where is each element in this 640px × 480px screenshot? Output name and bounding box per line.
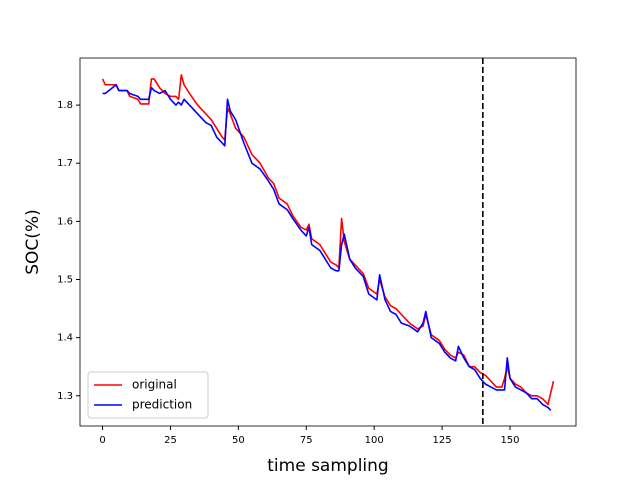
- legend-label: original: [132, 378, 177, 392]
- x-tick-label: 0: [99, 435, 105, 446]
- legend-box: [87, 371, 209, 419]
- x-tick-label: 75: [300, 435, 313, 446]
- x-tick-label: 25: [164, 435, 177, 446]
- y-tick-label: 1.7: [57, 158, 73, 169]
- y-tick-label: 1.4: [57, 333, 73, 344]
- y-tick-label: 1.8: [57, 100, 73, 111]
- y-tick-label: 1.5: [57, 274, 73, 285]
- x-tick-label: 100: [365, 435, 384, 446]
- legend-label: prediction: [132, 398, 192, 412]
- data-line: [101, 74, 555, 406]
- y-tick-label: 1.6: [57, 216, 73, 227]
- y-tick-label: 1.3: [57, 391, 73, 402]
- x-tick-label: 50: [232, 435, 245, 446]
- x-tick-label: 125: [433, 435, 452, 446]
- plot-frame: [79, 57, 577, 427]
- x-tick-label: 150: [500, 435, 519, 446]
- y-axis-label: SOC(%): [23, 209, 43, 274]
- x-axis-label: time sampling: [267, 456, 388, 476]
- data-line: [102, 83, 552, 411]
